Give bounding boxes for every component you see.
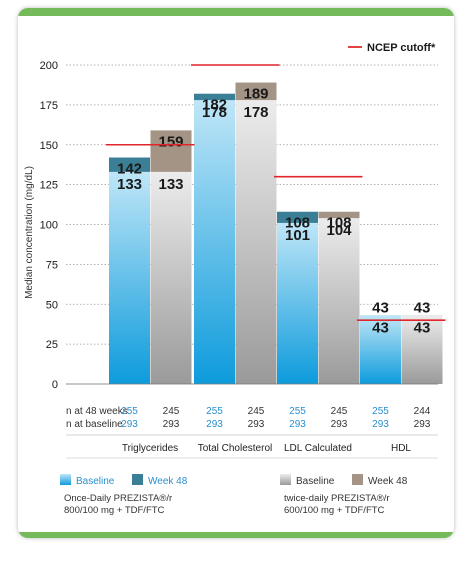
once-baseline-bar (277, 222, 318, 384)
twice-n48: 245 (248, 406, 265, 417)
once-baseline-bar (194, 100, 235, 384)
y-tick-label: 125 (40, 180, 58, 192)
card-bottom-accent (18, 532, 454, 538)
once-baseline-value: 133 (117, 176, 142, 193)
legend-regimen-line1: twice-daily PREZISTA®/r (284, 493, 390, 504)
twice-n48: 244 (414, 406, 431, 417)
y-tick-label: 100 (40, 220, 58, 232)
once-baseline-value: 178 (202, 104, 227, 121)
twice-baseline-bar (235, 100, 277, 384)
twice-nbase: 293 (331, 419, 348, 430)
row-label-nbase: n at baseline (66, 419, 123, 430)
twice-n48: 245 (331, 406, 348, 417)
twice-week48-value: 108 (326, 215, 351, 232)
ncep-legend-label: NCEP cutoff* (367, 42, 436, 54)
once-n48: 255 (121, 406, 138, 417)
twice-baseline-bar (401, 315, 443, 384)
once-week48-value: 108 (285, 215, 310, 232)
y-tick-label: 50 (46, 299, 58, 311)
twice-n48: 245 (163, 406, 180, 417)
twice-nbase: 293 (248, 419, 265, 430)
twice-baseline-bar (150, 171, 192, 384)
once-week48-value: 43 (372, 299, 389, 316)
category-label: HDL (391, 443, 411, 454)
once-week48-value: 142 (117, 161, 142, 178)
twice-week48-value: 189 (243, 86, 268, 103)
twice-baseline-value: 178 (243, 104, 268, 121)
card-top-accent (18, 8, 454, 16)
legend-baseline-label: Baseline (296, 476, 335, 487)
twice-week48-value: 43 (414, 299, 431, 316)
twice-week48-value: 159 (158, 133, 183, 150)
legend-week48-label: Week 48 (148, 476, 188, 487)
twice-baseline-value: 43 (414, 319, 431, 336)
twice-nbase: 293 (414, 419, 431, 430)
legend-baseline-swatch (60, 474, 71, 485)
legend-regimen-line1: Once-Daily PREZISTA®/r (64, 493, 172, 504)
legend-week48-swatch (352, 474, 363, 485)
once-n48: 255 (289, 406, 306, 417)
twice-nbase: 293 (163, 419, 180, 430)
legend-baseline-label: Baseline (76, 476, 115, 487)
category-label: LDL Calculated (284, 443, 352, 454)
y-tick-label: 150 (40, 140, 58, 152)
row-label-n48: n at 48 weeks (66, 406, 128, 417)
legend-regimen-line2: 800/100 mg + TDF/FTC (64, 505, 165, 516)
twice-baseline-bar (318, 218, 360, 384)
once-baseline-bar (360, 315, 401, 384)
once-n48: 255 (206, 406, 223, 417)
y-tick-label: 200 (40, 60, 58, 72)
y-tick-label: 75 (46, 259, 58, 271)
legend-week48-label: Week 48 (368, 476, 408, 487)
once-baseline-value: 101 (285, 227, 310, 244)
y-axis-title: Median concentration (mg/dL) (24, 166, 35, 299)
twice-baseline-value: 133 (158, 176, 183, 193)
once-nbase: 293 (206, 419, 223, 430)
once-nbase: 293 (121, 419, 138, 430)
once-n48: 255 (372, 406, 389, 417)
legend-week48-swatch (132, 474, 143, 485)
y-tick-label: 175 (40, 100, 58, 112)
category-label: Triglycerides (122, 443, 178, 454)
chart-card: 142 133 159 133 182 178 189 178 108 101 108 104 43 43… (18, 8, 454, 538)
category-label: Total Cholesterol (198, 443, 272, 454)
y-tick-label: 0 (52, 379, 58, 391)
once-nbase: 293 (289, 419, 306, 430)
y-tick-label: 25 (46, 339, 58, 351)
chart-svg: 1421331591331821781891781081011081044343… (24, 42, 446, 516)
once-week48-value: 182 (202, 97, 227, 114)
once-nbase: 293 (372, 419, 389, 430)
twice-baseline-value: 104 (326, 222, 352, 239)
once-baseline-value: 43 (372, 319, 389, 336)
once-baseline-bar (109, 171, 150, 384)
legend-baseline-swatch (280, 474, 291, 485)
legend-regimen-line2: 600/100 mg + TDF/FTC (284, 505, 385, 516)
